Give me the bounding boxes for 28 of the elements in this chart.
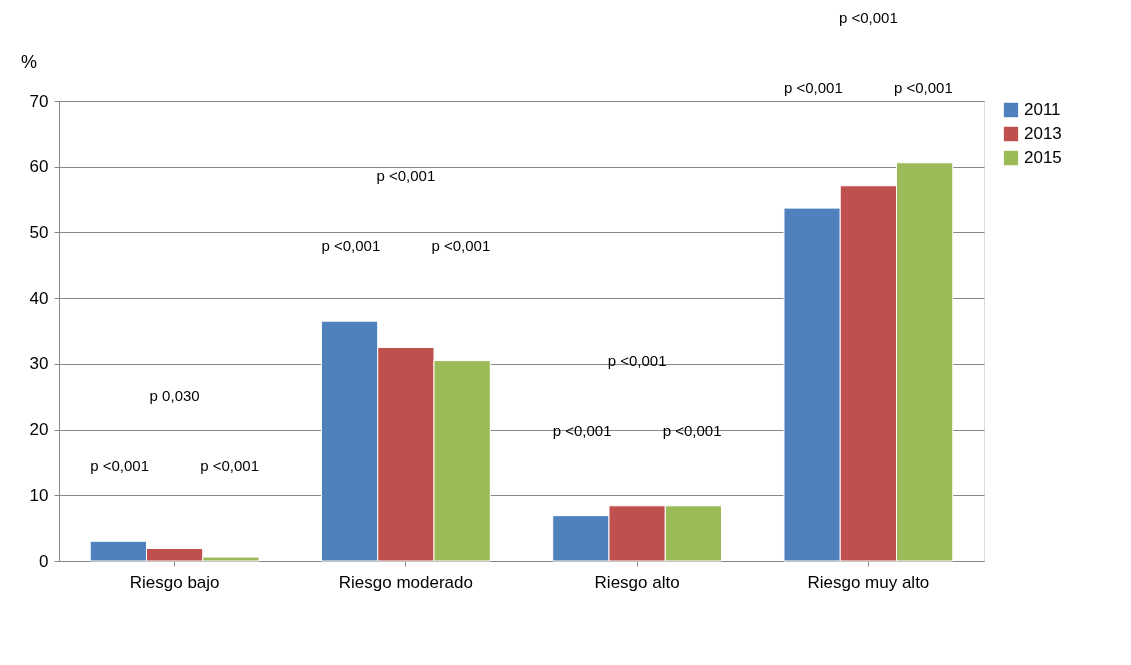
annotation: p <0,001 (90, 457, 150, 475)
legend-label: 2013 (1024, 124, 1062, 143)
x-tick-label: Riesgo muy alto (807, 572, 930, 592)
legend-label: 2015 (1024, 148, 1062, 167)
text: p <0,001 (783, 78, 843, 96)
x-tick-label: Riesgo moderado (338, 572, 473, 592)
x-tick-label: Riesgo alto (594, 572, 680, 592)
annotation: p <0,001 (321, 237, 381, 255)
text: p <0,001 (838, 8, 898, 26)
y-tick-label: 50 (29, 222, 49, 242)
annotation: p <0,001 (552, 421, 612, 439)
y-tick-label: 30 (29, 354, 49, 374)
y-tick-label: 70 (29, 91, 49, 111)
text: p <0,001 (893, 78, 953, 96)
y-tick-label: 40 (29, 288, 49, 308)
annotation: p <0,001 (662, 421, 722, 439)
x-tick-label: Riesgo bajo (129, 572, 220, 592)
y-tick-label: 60 (29, 157, 49, 177)
y-tick-label: 10 (29, 485, 49, 505)
annotation: p <0,001 (607, 351, 667, 369)
annotation: p <0,001 (200, 457, 260, 475)
y-tick-label: 0 (39, 551, 49, 571)
legend-label: 2011 (1024, 100, 1061, 119)
y-axis-title: % (20, 52, 38, 72)
annotation: p <0,001 (431, 237, 491, 255)
y-tick-label: 20 (29, 420, 49, 440)
annotation: p 0,030 (149, 387, 200, 405)
annotation: p <0,001 (376, 167, 436, 185)
